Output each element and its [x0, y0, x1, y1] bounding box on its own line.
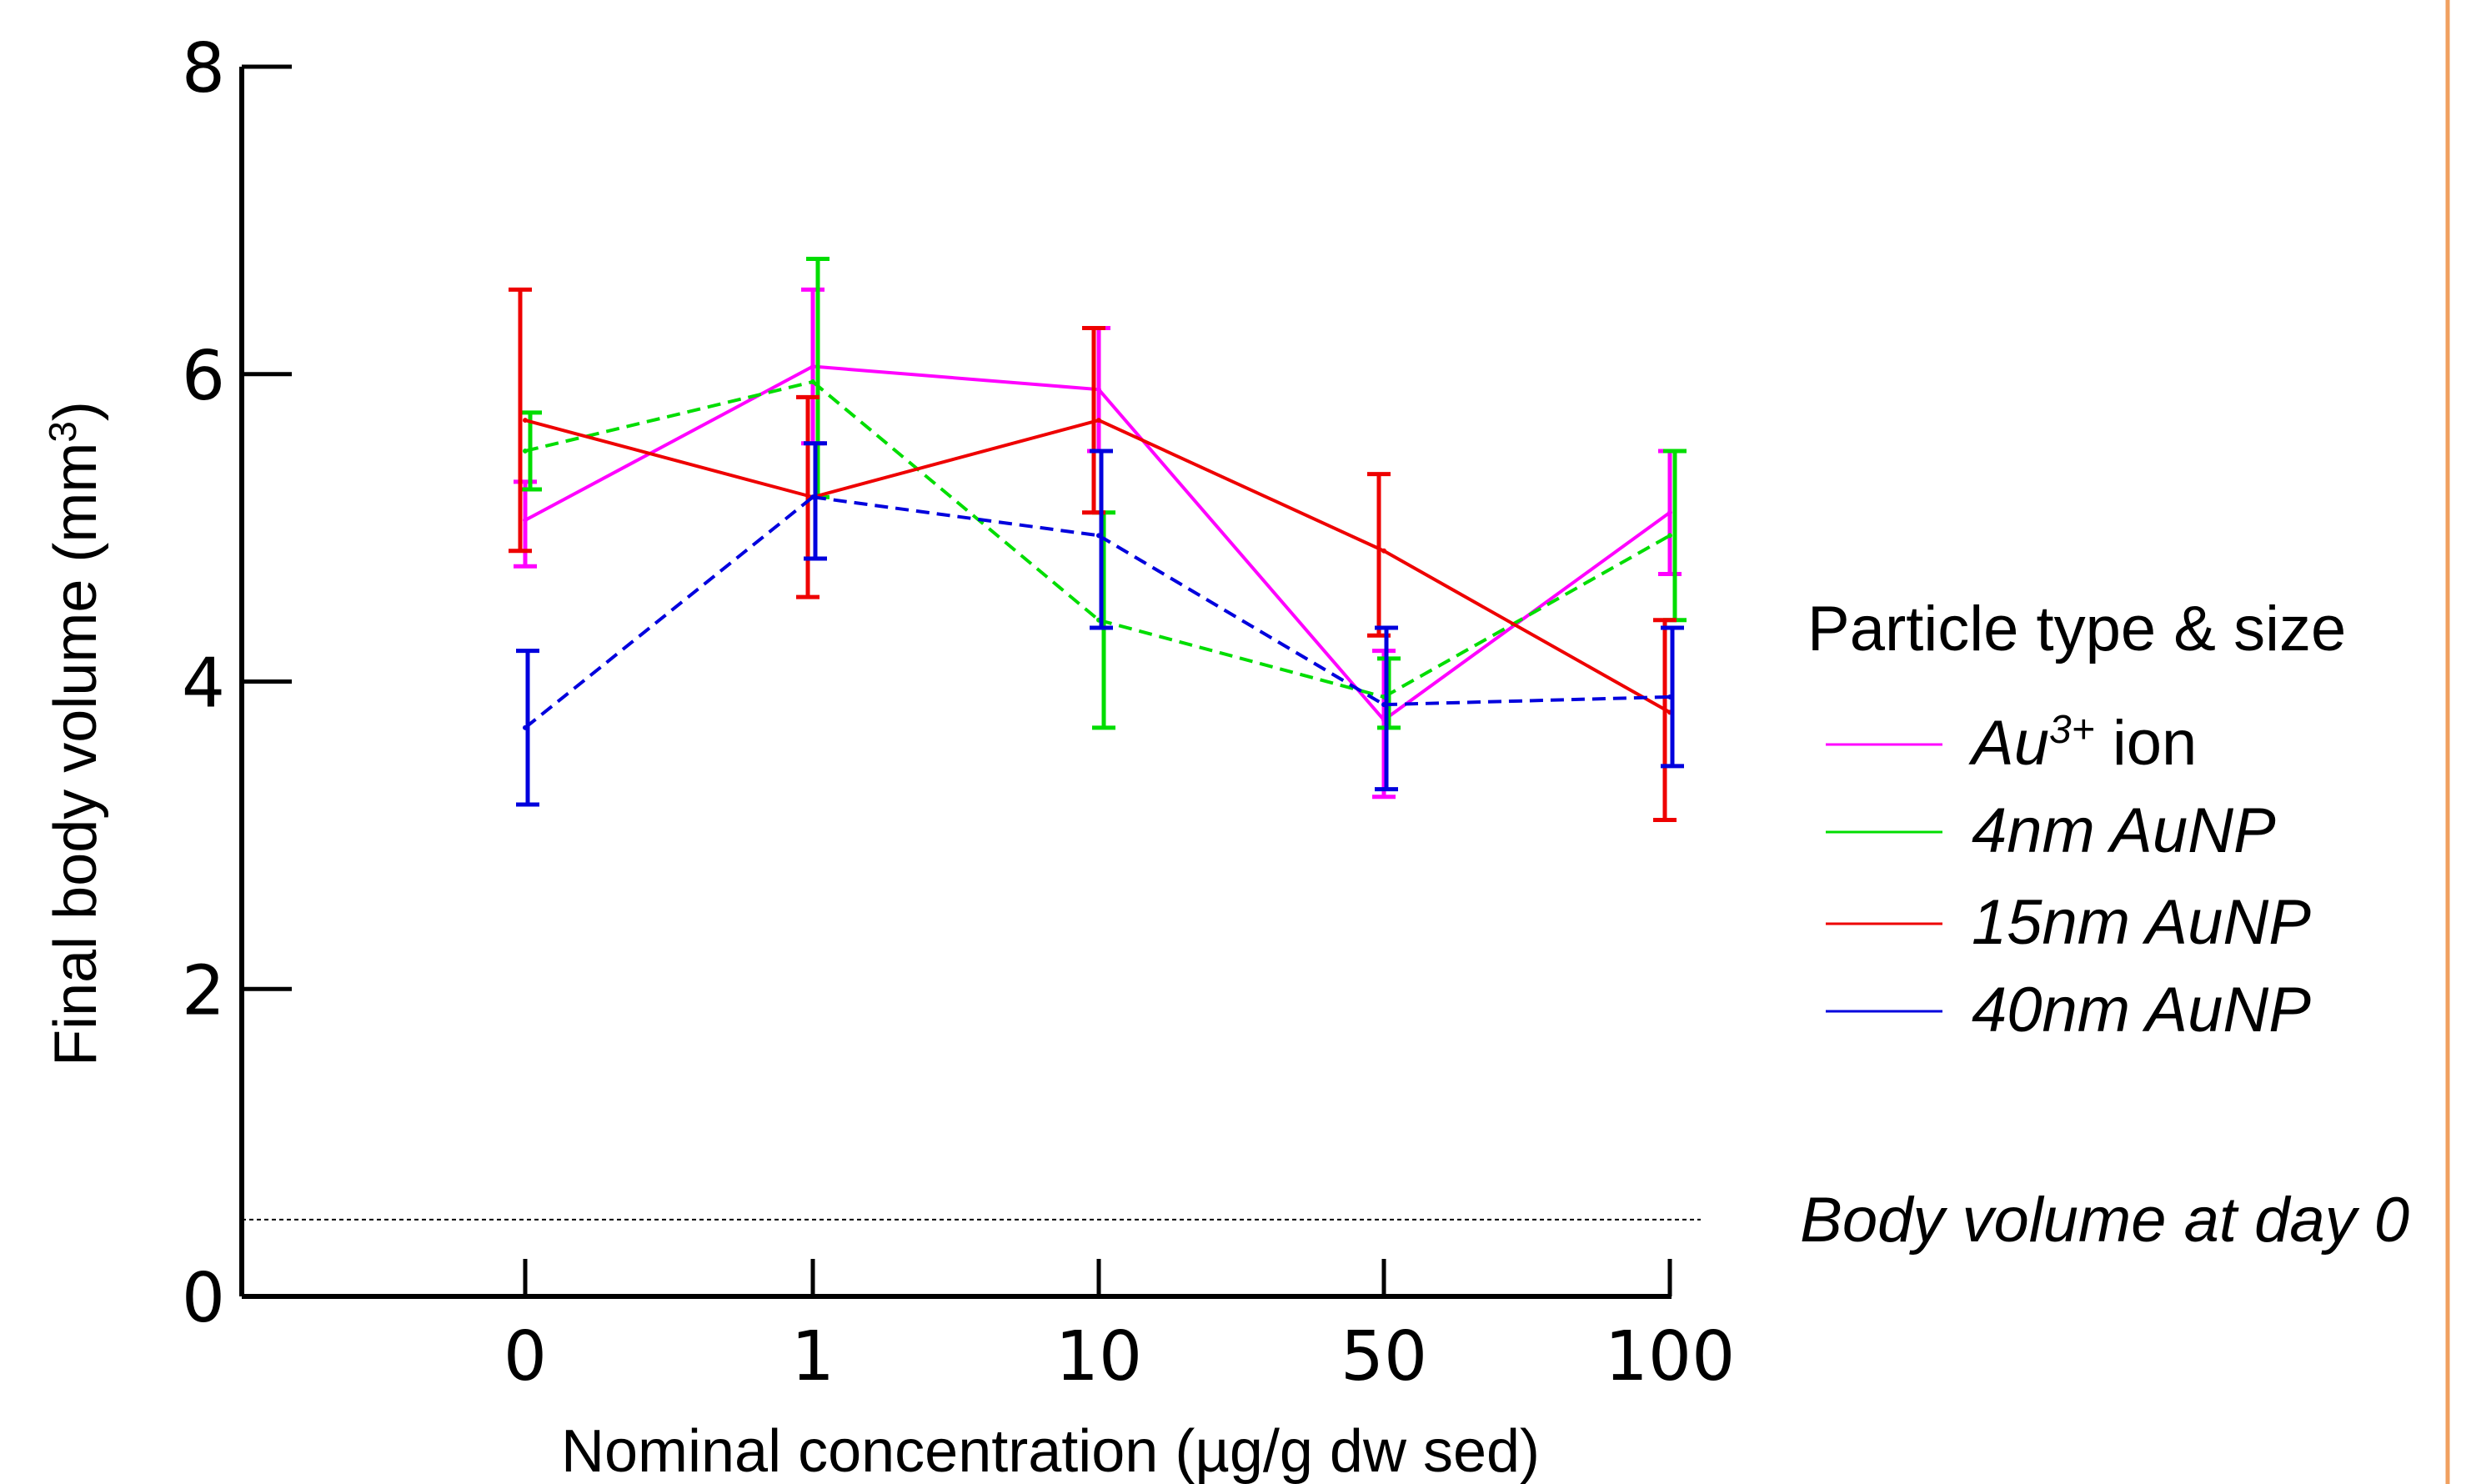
reference-line-group: Body volume at day 0 — [242, 1185, 2409, 1256]
y-ticks: 0 2 4 6 8 — [182, 29, 292, 1338]
legend: Particle type & size Au3+ ion 4nm AuNP 15n… — [1807, 594, 2346, 1045]
y-tick-label: 4 — [182, 644, 225, 724]
data-point — [1381, 548, 1386, 554]
y-axis-title-superscript: 3 — [41, 421, 84, 443]
series-segment — [524, 380, 814, 453]
series-segment — [524, 364, 814, 522]
series-segment — [1098, 618, 1385, 699]
data-point — [810, 379, 815, 384]
series-group — [509, 256, 1687, 822]
data-point — [523, 448, 528, 454]
series-segment — [524, 419, 814, 499]
reference-line-label: Body volume at day 0 — [1800, 1185, 2409, 1256]
series-segment — [1383, 694, 1671, 707]
legend-label: 40nm AuNP — [1972, 975, 2311, 1045]
series-3 — [516, 441, 1684, 807]
x-tick-label: 50 — [1341, 1317, 1427, 1396]
legend-label: 15nm AuNP — [1972, 887, 2311, 958]
series-segment — [812, 419, 1100, 499]
series-segment — [1097, 388, 1386, 721]
y-tick-label: 6 — [182, 337, 225, 416]
series-segment — [524, 495, 814, 729]
y-axis-title: Final body volume (mm3) — [41, 401, 109, 1066]
series-1 — [519, 256, 1687, 730]
data-point — [1096, 418, 1101, 424]
data-point — [1096, 533, 1101, 539]
series-2 — [509, 287, 1677, 822]
y-tick-label: 0 — [182, 1259, 225, 1338]
data-point — [810, 494, 815, 500]
x-axis-title: Nominal concentration (µg/g dw sed) — [561, 1418, 1540, 1484]
series-0 — [514, 287, 1682, 800]
legend-label-suffix: ion — [2095, 708, 2198, 779]
x-tick-label: 1 — [791, 1317, 835, 1396]
x-tick-label: 0 — [504, 1317, 547, 1396]
legend-label-name: 4nm AuNP — [1972, 795, 2276, 866]
legend-items: Au3+ ion 4nm AuNP 15nm AuNP 40nm AuNP — [1826, 708, 2311, 1045]
legend-label: 4nm AuNP — [1972, 795, 2276, 866]
data-point — [523, 517, 528, 523]
y-axis-title-main: Final body volume (mm — [43, 443, 109, 1066]
legend-label-name: 15nm AuNP — [1972, 887, 2311, 958]
data-point — [523, 418, 528, 424]
legend-title: Particle type & size — [1807, 594, 2346, 664]
x-tick-label: 100 — [1605, 1317, 1736, 1396]
legend-label-name: Au — [1968, 708, 2049, 779]
series-segment — [812, 495, 1100, 538]
y-tick-label: 8 — [182, 29, 225, 108]
data-point — [523, 724, 528, 730]
series-segment — [811, 380, 1100, 622]
series-segment — [1097, 534, 1386, 706]
legend-label-name: 40nm AuNP — [1972, 975, 2311, 1045]
data-point — [1667, 694, 1672, 699]
y-axis-title-suffix: ) — [43, 401, 109, 421]
x-ticks: 0 1 10 50 100 — [504, 1259, 1735, 1396]
x-tick-label: 10 — [1055, 1317, 1142, 1396]
data-point — [1096, 387, 1101, 393]
y-tick-label: 2 — [182, 951, 225, 1030]
data-point — [1667, 509, 1672, 515]
series-segment — [1382, 511, 1672, 722]
legend-label-superscript: 3+ — [2049, 708, 2095, 752]
series-segment — [1383, 549, 1671, 714]
legend-label: Au3+ ion — [1968, 708, 2197, 779]
series-segment — [1098, 419, 1385, 553]
series-segment — [812, 364, 1100, 392]
series-segment — [1383, 534, 1671, 699]
data-point — [810, 363, 815, 369]
data-point — [1381, 702, 1386, 708]
data-point — [1667, 533, 1672, 539]
